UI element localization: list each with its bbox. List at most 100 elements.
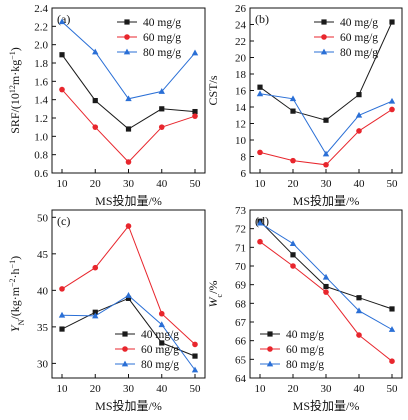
chart-panel-3: 10 20 30 40 50 30 35 40 45 50 MS投加量/% YN/(kg·m−2·h−… <box>8 209 206 413</box>
x-tick-label: 50 <box>387 383 399 395</box>
data-point <box>191 49 199 56</box>
data-point <box>389 306 395 312</box>
y-axis-label: Wc/% <box>206 281 224 308</box>
series-line <box>259 220 393 310</box>
data-point <box>356 332 362 338</box>
series-line <box>61 54 196 130</box>
data-point <box>159 106 165 112</box>
x-tick-label: 10 <box>255 383 267 395</box>
y-tick-label: 10 <box>235 135 247 147</box>
panel-label: (c) <box>57 214 70 228</box>
x-tick-label: 20 <box>90 383 102 395</box>
y-tick-label: 68 <box>235 298 247 310</box>
x-tick-label: 10 <box>255 178 267 190</box>
data-point <box>290 157 296 164</box>
legend: 40 mg/g 60 mg/g 80 mg/g <box>260 329 324 371</box>
legend: 40 mg/g 60 mg/g 80 mg/g <box>314 17 378 59</box>
data-point <box>389 19 395 25</box>
y-tick-label: 67 <box>235 317 247 329</box>
data-point <box>192 341 198 348</box>
legend-label: 80 mg/g <box>340 47 378 59</box>
y-tick-label: 35 <box>37 322 49 334</box>
y-tick-label: 64 <box>235 373 247 385</box>
y-axis-label: CST/s <box>206 75 220 105</box>
x-tick-label: 30 <box>123 178 135 190</box>
legend-marker <box>321 19 327 25</box>
y-tick-label: 45 <box>37 249 49 261</box>
y-tick-label: 1.8 <box>34 58 48 70</box>
data-point <box>159 340 165 346</box>
y-tick-label: 66 <box>235 336 247 348</box>
y-tick-label: 2.0 <box>34 40 48 52</box>
data-point <box>388 97 396 104</box>
chart-panel-2: 10 20 30 40 50 6 8 10 12 14 16 18 20 22 24 26 MS投加量/% CST… <box>206 3 403 208</box>
data-point <box>356 295 362 301</box>
y-tick-label: 71 <box>235 242 246 254</box>
y-tick-label: 2.4 <box>34 3 48 15</box>
x-tick-label: 10 <box>57 178 69 190</box>
y-tick-label: 16 <box>235 86 247 98</box>
data-point <box>323 161 329 168</box>
y-tick-label: 6 <box>241 168 247 180</box>
data-point <box>322 150 330 157</box>
data-point <box>59 326 65 332</box>
data-point <box>322 273 330 280</box>
data-point <box>323 283 329 290</box>
y-tick-label: 1.4 <box>34 95 48 107</box>
y-tick-label: 72 <box>235 224 246 236</box>
data-point <box>58 18 66 25</box>
y-tick-label: 24 <box>235 20 247 32</box>
data-point <box>125 159 132 165</box>
y-tick-label: 1.2 <box>34 113 48 125</box>
legend-marker <box>267 331 273 337</box>
plot-frame <box>249 7 403 174</box>
legend-marker <box>266 360 274 367</box>
legend-marker <box>122 331 128 337</box>
legend-label: 60 mg/g <box>143 32 181 44</box>
data-point <box>290 263 296 269</box>
data-point <box>256 90 264 97</box>
legend-marker <box>124 34 130 40</box>
x-tick-label: 40 <box>156 383 168 395</box>
data-point <box>92 124 99 130</box>
data-point <box>388 326 396 332</box>
y-tick-label: 1.6 <box>34 76 48 88</box>
x-tick-label: 30 <box>321 383 333 395</box>
data-point <box>323 289 329 295</box>
data-point <box>158 124 165 130</box>
x-tick-label: 50 <box>190 383 202 395</box>
data-point <box>92 264 99 271</box>
legend-marker <box>122 346 128 352</box>
data-point <box>125 126 132 132</box>
legend-label: 80 mg/g <box>286 359 324 371</box>
y-tick-label: 14 <box>235 102 247 114</box>
data-point <box>257 84 263 90</box>
data-point <box>389 358 395 365</box>
y-axis-label: YN/(kg·m−2·h−1) <box>8 256 26 332</box>
x-tick-label: 20 <box>288 383 300 395</box>
data-point <box>125 292 132 298</box>
y-tick-label: 8 <box>241 152 247 164</box>
legend-label: 40 mg/g <box>340 17 378 29</box>
series-line <box>61 225 196 345</box>
data-point <box>257 238 263 245</box>
data-point <box>389 106 395 113</box>
data-point <box>58 311 66 318</box>
y-tick-label: 0.8 <box>34 150 48 162</box>
y-tick-label: 70 <box>235 261 247 273</box>
data-point <box>257 149 263 156</box>
data-point <box>289 240 297 246</box>
data-point <box>125 95 132 102</box>
y-tick-label: 26 <box>235 3 247 15</box>
data-point <box>355 307 363 314</box>
chart-panel-4: 10 20 30 40 50 64 65 66 67 68 69 70 71 72 73 MS投加量/% Wc/… <box>206 205 403 413</box>
legend-label: 80 mg/g <box>141 359 179 371</box>
legend-marker <box>321 34 327 40</box>
data-point <box>192 113 198 119</box>
x-tick-label: 40 <box>354 178 366 190</box>
y-tick-label: 40 <box>37 285 49 297</box>
x-tick-label: 50 <box>190 178 202 190</box>
data-point <box>125 223 132 229</box>
data-point <box>323 117 329 123</box>
